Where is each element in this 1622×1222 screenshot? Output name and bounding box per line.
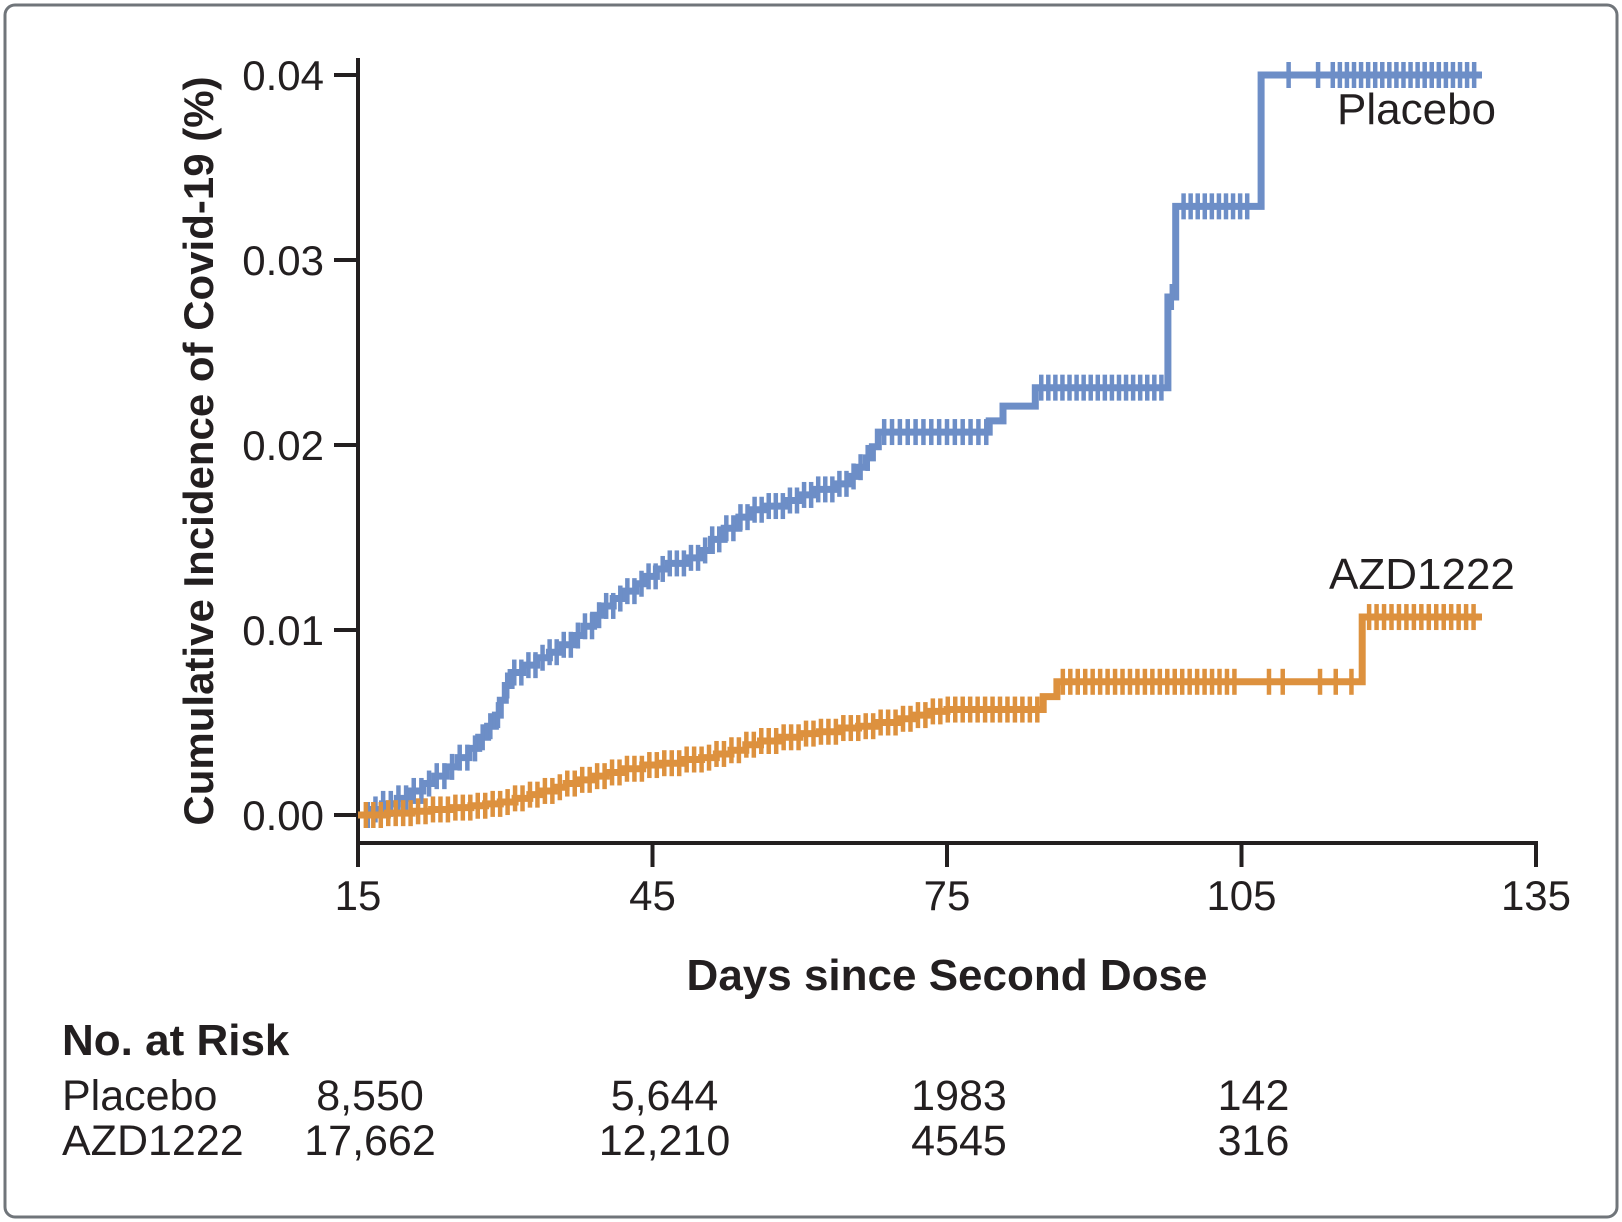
censor-ticks-azd1222 xyxy=(363,604,1476,828)
risk-value: 142 xyxy=(1218,1072,1290,1120)
x-axis-title: Days since Second Dose xyxy=(687,951,1208,1000)
x-tick-label: 135 xyxy=(1501,872,1571,919)
y-axis-title: Cumulative Incidence of Covid-19 (%) xyxy=(175,76,222,825)
risk-value: 8,550 xyxy=(316,1072,424,1120)
x-tick-label: 75 xyxy=(924,872,971,919)
x-tick-label: 105 xyxy=(1206,872,1276,919)
series-label-azd1222: AZD1222 xyxy=(1329,550,1515,599)
risk-value: 4545 xyxy=(911,1117,1007,1165)
risk-value: 316 xyxy=(1218,1117,1290,1165)
y-tick-label: 0.00 xyxy=(242,792,324,839)
x-tick-label: 15 xyxy=(335,872,382,919)
series-label-placebo: Placebo xyxy=(1337,85,1496,134)
risk-row-label: AZD1222 xyxy=(62,1117,244,1165)
x-tick-label: 45 xyxy=(629,872,676,919)
risk-value: 12,210 xyxy=(599,1117,731,1165)
risk-value: 5,644 xyxy=(611,1072,719,1120)
axes-layer: 0.00 0.01 0.02 0.03 0.04 15 45 75 105 135 xyxy=(242,52,1571,919)
risk-table-title: No. at Risk xyxy=(62,1016,290,1065)
risk-value: 17,662 xyxy=(304,1117,436,1165)
figure-border xyxy=(3,3,1619,1219)
y-tick-label: 0.02 xyxy=(242,422,324,469)
y-tick-label: 0.01 xyxy=(242,607,324,654)
risk-value: 1983 xyxy=(911,1072,1007,1120)
y-tick-label: 0.04 xyxy=(242,52,324,99)
censor-ticks-placebo xyxy=(365,62,1477,828)
series-layer xyxy=(358,62,1482,828)
risk-table: Placebo 8,550 5,644 1983 142 AZD1222 17,662 12,… xyxy=(62,1072,1289,1165)
y-tick-label: 0.03 xyxy=(242,237,324,284)
risk-row-label: Placebo xyxy=(62,1072,217,1120)
